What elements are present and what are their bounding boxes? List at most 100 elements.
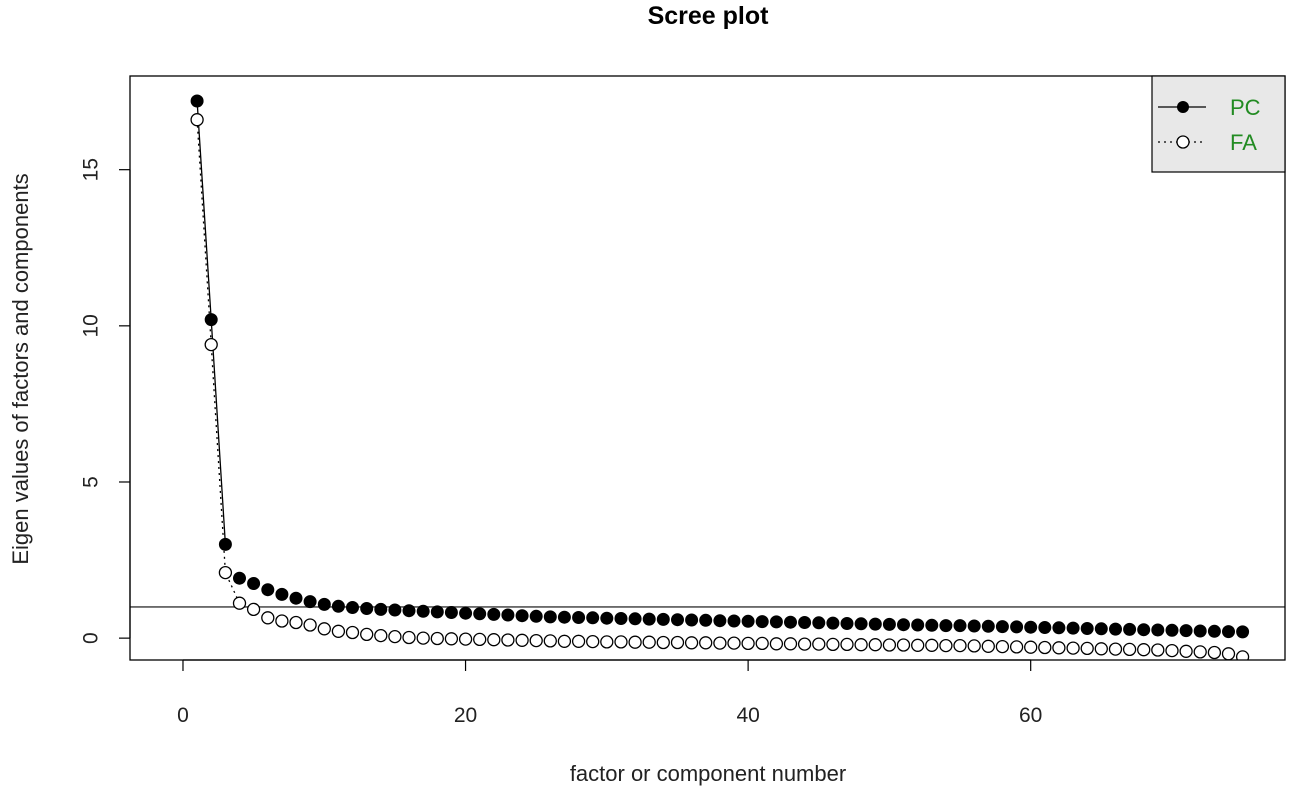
point-pc [981,619,995,633]
point-fa [1151,643,1165,657]
y-axis-label: Eigen values of factors and components [8,173,33,564]
point-pc [868,617,882,631]
point-fa [1165,643,1179,658]
point-fa [642,635,656,649]
x-axis: 0 20 40 60 [177,659,1042,727]
point-pc [925,618,939,632]
point-fa [501,633,515,647]
point-pc [586,611,600,625]
point-pc [1038,621,1052,634]
point-fa [713,636,727,650]
point-fa [402,630,416,645]
x-tick-label: 40 [736,704,759,727]
legend-pc-label: PC [1230,95,1261,120]
point-pc [275,587,289,601]
point-fa [1009,640,1024,654]
point-fa [882,638,897,652]
point-pc [247,577,261,590]
point-pc [459,606,473,620]
point-pc [487,607,501,621]
point-fa [797,637,812,651]
point-fa [543,634,557,648]
point-pc [755,615,769,629]
legend: PC FA [1151,75,1286,173]
point-pc [430,605,444,619]
point-pc [840,617,854,630]
point-fa [826,637,840,652]
point-fa [1235,650,1250,660]
point-fa [1137,643,1151,657]
point-pc [218,537,232,551]
point-fa [939,638,953,653]
point-pc [360,602,374,615]
point-pc [911,618,925,632]
point-pc [882,617,896,631]
point-fa [416,631,430,645]
point-pc [303,595,317,609]
point-pc [1222,625,1235,639]
point-pc [1052,621,1066,635]
chart-title: Scree plot [648,2,770,30]
point-fa [1193,645,1207,659]
point-pc [1179,624,1193,638]
point-fa [628,635,642,649]
point-fa [360,627,374,642]
point-fa [1066,641,1080,655]
legend-fa-marker [1176,135,1190,149]
point-pc [656,612,670,626]
point-pc [1165,623,1179,637]
point-fa [303,618,317,632]
point-pc [628,612,642,626]
y-tick-label: 10 [79,314,102,337]
point-fa [529,633,543,648]
point-fa [345,625,360,640]
point-pc [543,610,557,624]
legend-box [1151,75,1286,173]
point-pc [388,603,402,617]
point-pc [769,615,783,629]
point-fa [430,631,444,646]
point-pc [642,612,656,626]
point-pc [1109,622,1122,636]
point-pc [995,620,1009,634]
point-pc [444,606,458,619]
y-tick-label: 5 [79,476,102,488]
point-pc [600,611,614,625]
point-pc [402,604,416,618]
point-pc [967,619,981,633]
y-axis: 0 5 10 15 [79,158,131,644]
point-pc [1094,622,1108,636]
point-fa [232,596,247,610]
x-tick-label: 60 [1019,704,1042,727]
point-fa [769,637,784,651]
point-fa [995,639,1010,654]
point-pc [557,610,571,624]
point-pc [233,571,246,585]
point-pc [190,94,204,108]
point-fa [317,622,331,636]
point-pc [1010,620,1024,634]
point-fa [331,624,346,638]
point-pc [699,613,713,627]
point-fa [967,639,981,653]
point-pc [812,616,826,630]
point-pc [1080,622,1094,635]
point-fa [487,633,501,647]
data-points-layer [190,94,1250,660]
y-tick-label: 15 [79,158,102,181]
point-fa [289,615,303,630]
point-pc [826,616,840,630]
point-pc [1066,621,1080,635]
point-pc [784,615,797,629]
point-fa [515,633,529,647]
point-fa [1221,647,1236,660]
point-fa [783,637,798,651]
point-fa [699,636,713,650]
point-fa [1038,640,1052,655]
point-pc [798,616,812,629]
point-fa [458,632,473,646]
point-fa [261,611,275,625]
point-pc [671,613,684,627]
point-fa [670,635,685,650]
point-pc [515,609,529,623]
